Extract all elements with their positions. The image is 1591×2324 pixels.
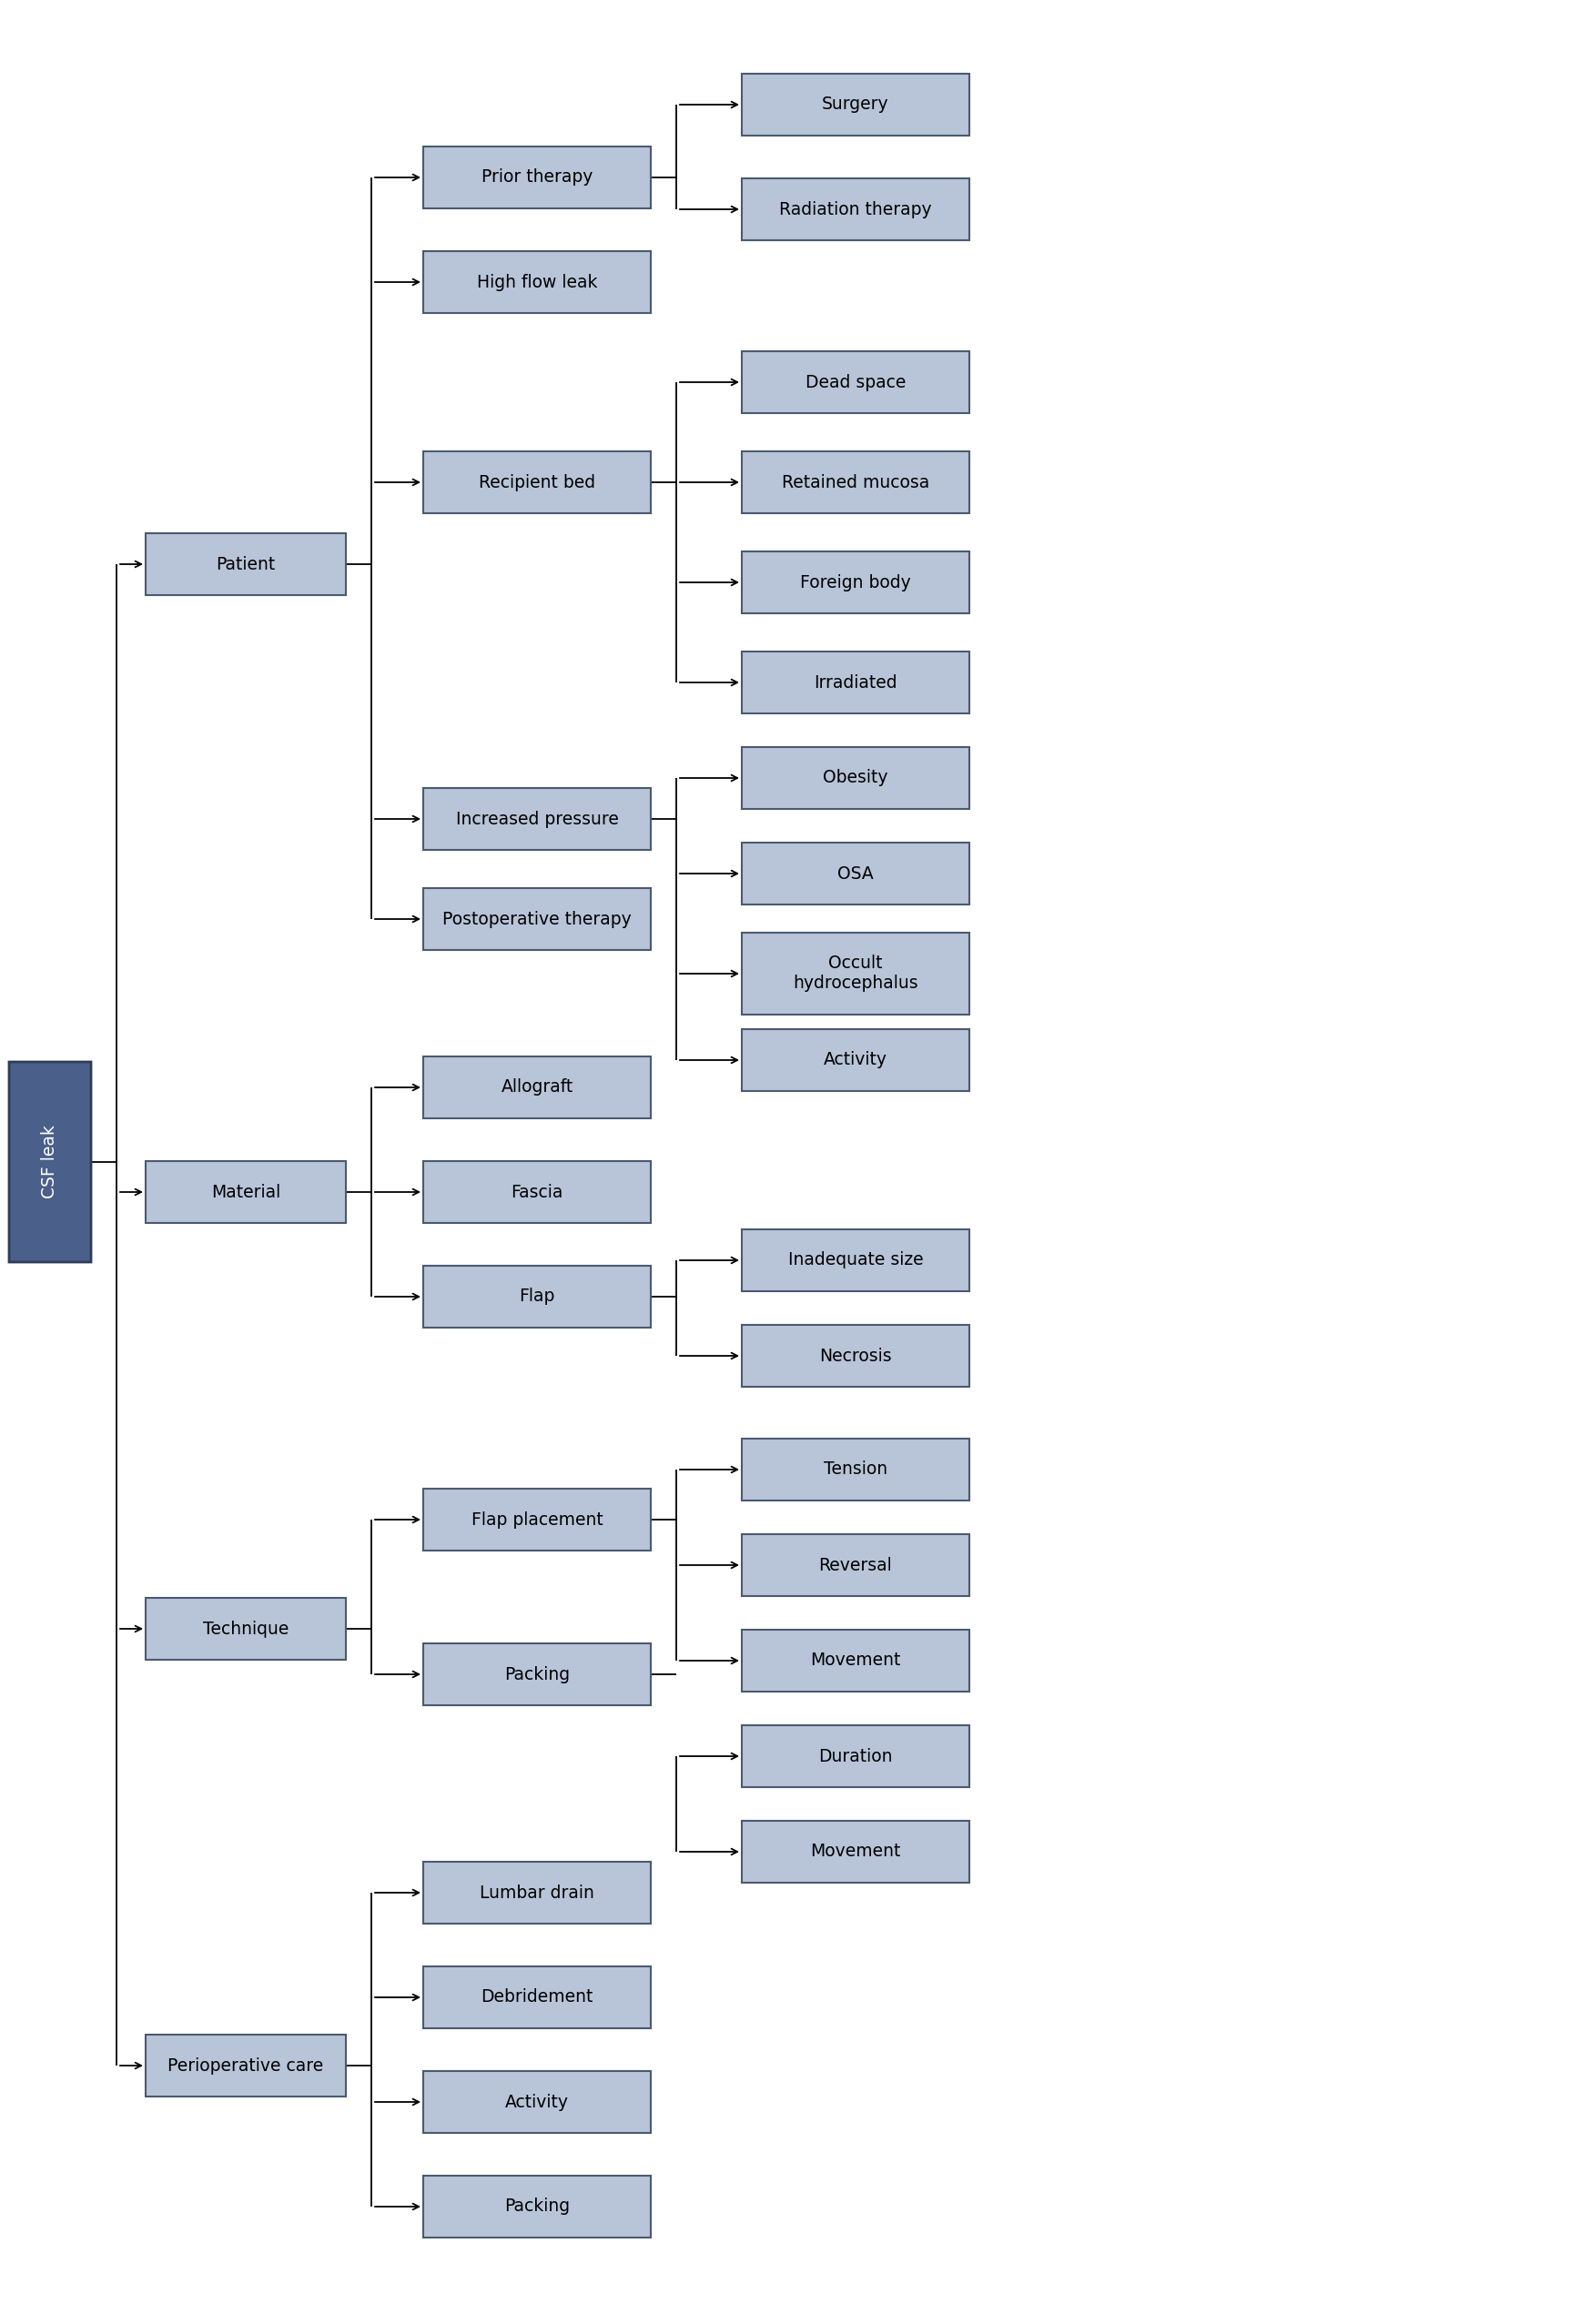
FancyBboxPatch shape	[145, 1162, 345, 1222]
Text: CSF leak: CSF leak	[41, 1125, 59, 1199]
Text: Activity: Activity	[504, 2094, 568, 2110]
FancyBboxPatch shape	[423, 1057, 651, 1118]
Text: OSA: OSA	[837, 865, 873, 883]
FancyBboxPatch shape	[741, 551, 969, 614]
Text: Inadequate size: Inadequate size	[788, 1253, 923, 1269]
Text: Fascia: Fascia	[511, 1183, 563, 1202]
FancyBboxPatch shape	[741, 746, 969, 809]
FancyBboxPatch shape	[145, 532, 345, 595]
Text: Retained mucosa: Retained mucosa	[781, 474, 929, 490]
Text: Foreign body: Foreign body	[800, 574, 910, 590]
Text: Flap placement: Flap placement	[471, 1511, 603, 1529]
Text: Perioperative care: Perioperative care	[167, 2057, 323, 2075]
FancyBboxPatch shape	[423, 1862, 651, 1924]
Text: High flow leak: High flow leak	[476, 274, 597, 290]
Text: Irradiated: Irradiated	[813, 674, 897, 690]
FancyBboxPatch shape	[145, 2034, 345, 2096]
FancyBboxPatch shape	[741, 74, 969, 135]
Text: Surgery: Surgery	[821, 95, 888, 114]
FancyBboxPatch shape	[10, 1062, 91, 1262]
Text: Postoperative therapy: Postoperative therapy	[442, 911, 632, 927]
Text: Activity: Activity	[823, 1050, 886, 1069]
FancyBboxPatch shape	[741, 1439, 969, 1501]
FancyBboxPatch shape	[423, 146, 651, 209]
FancyBboxPatch shape	[741, 1030, 969, 1090]
FancyBboxPatch shape	[423, 888, 651, 951]
FancyBboxPatch shape	[423, 1162, 651, 1222]
FancyBboxPatch shape	[423, 1966, 651, 2029]
Text: Patient: Patient	[216, 555, 275, 572]
FancyBboxPatch shape	[423, 1643, 651, 1706]
FancyBboxPatch shape	[741, 651, 969, 713]
Text: Technique: Technique	[202, 1620, 288, 1638]
Text: Dead space: Dead space	[805, 374, 905, 390]
Text: Debridement: Debridement	[480, 1989, 593, 2006]
FancyBboxPatch shape	[145, 1599, 345, 1659]
Text: Movement: Movement	[810, 1843, 901, 1862]
Text: Increased pressure: Increased pressure	[455, 811, 617, 827]
FancyBboxPatch shape	[741, 179, 969, 239]
FancyBboxPatch shape	[423, 451, 651, 514]
FancyBboxPatch shape	[741, 932, 969, 1016]
Text: Lumbar drain: Lumbar drain	[479, 1885, 593, 1901]
Text: Flap: Flap	[519, 1287, 555, 1306]
FancyBboxPatch shape	[423, 1267, 651, 1327]
Text: Necrosis: Necrosis	[819, 1348, 891, 1364]
FancyBboxPatch shape	[741, 1229, 969, 1292]
FancyBboxPatch shape	[423, 251, 651, 314]
Text: Packing: Packing	[504, 1666, 570, 1683]
Text: Occult
hydrocephalus: Occult hydrocephalus	[792, 955, 918, 992]
Text: Recipient bed: Recipient bed	[479, 474, 595, 490]
Text: Allograft: Allograft	[501, 1078, 573, 1097]
FancyBboxPatch shape	[741, 1629, 969, 1692]
FancyBboxPatch shape	[741, 1724, 969, 1787]
Text: Packing: Packing	[504, 2199, 570, 2215]
FancyBboxPatch shape	[741, 1534, 969, 1597]
FancyBboxPatch shape	[423, 2071, 651, 2133]
Text: Material: Material	[212, 1183, 280, 1202]
Text: Tension: Tension	[823, 1462, 886, 1478]
FancyBboxPatch shape	[741, 844, 969, 904]
Text: Radiation therapy: Radiation therapy	[780, 200, 931, 218]
Text: Prior therapy: Prior therapy	[480, 170, 592, 186]
Text: Reversal: Reversal	[818, 1557, 893, 1573]
FancyBboxPatch shape	[423, 1490, 651, 1550]
Text: Obesity: Obesity	[823, 769, 888, 786]
FancyBboxPatch shape	[741, 351, 969, 414]
FancyBboxPatch shape	[423, 2175, 651, 2238]
FancyBboxPatch shape	[741, 1820, 969, 1882]
FancyBboxPatch shape	[741, 1325, 969, 1387]
Text: Movement: Movement	[810, 1652, 901, 1669]
FancyBboxPatch shape	[741, 451, 969, 514]
Text: Duration: Duration	[818, 1748, 893, 1764]
FancyBboxPatch shape	[423, 788, 651, 851]
